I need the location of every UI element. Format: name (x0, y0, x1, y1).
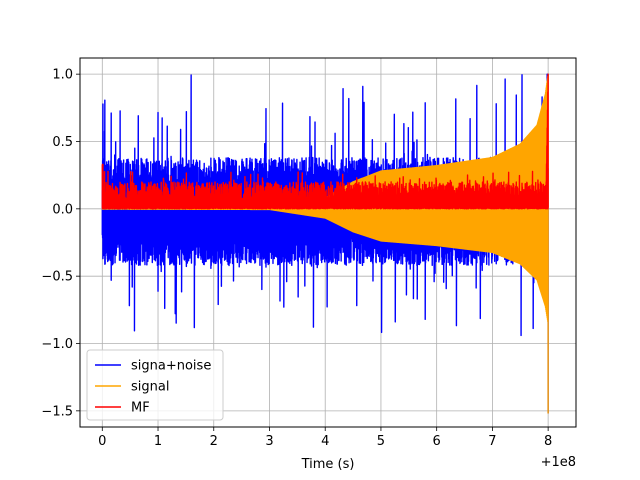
series-line-2 (101, 73, 549, 210)
x-tick-label: 5 (377, 434, 385, 449)
x-tick-label: 8 (544, 434, 552, 449)
y-tick-label: 0.0 (52, 202, 73, 217)
axis-ticks: 0 1 2 3 4 5 6 7 8 −1.5 −1.0 −0.5 0.0 0.5 1.0 (41, 68, 552, 449)
legend-label: MF (131, 401, 150, 416)
x-tick-label: 6 (433, 434, 441, 449)
x-tick-label: 2 (210, 434, 218, 449)
x-tick-label: 0 (98, 434, 106, 449)
y-tick-label: 0.5 (52, 135, 73, 150)
x-tick-label: 4 (321, 434, 329, 449)
x-tick-label: 3 (265, 434, 273, 449)
x-axis-label: Time (s) (301, 457, 355, 472)
legend: signa+noise signal MF (86, 349, 224, 421)
series-layer (101, 73, 549, 414)
plot-frame (79, 57, 577, 428)
legend-box (86, 349, 224, 421)
y-tick-label: −1.0 (41, 337, 73, 352)
y-tick-label: −0.5 (41, 270, 73, 285)
x-tick-label: 1 (154, 434, 162, 449)
legend-label: signal (131, 380, 169, 395)
y-tick-label: 1.0 (52, 68, 73, 83)
y-tick-label: −1.5 (41, 404, 73, 419)
x-tick-label: 7 (488, 434, 496, 449)
legend-label: signa+noise (131, 359, 211, 374)
x-offset-label: +1e8 (541, 455, 576, 470)
